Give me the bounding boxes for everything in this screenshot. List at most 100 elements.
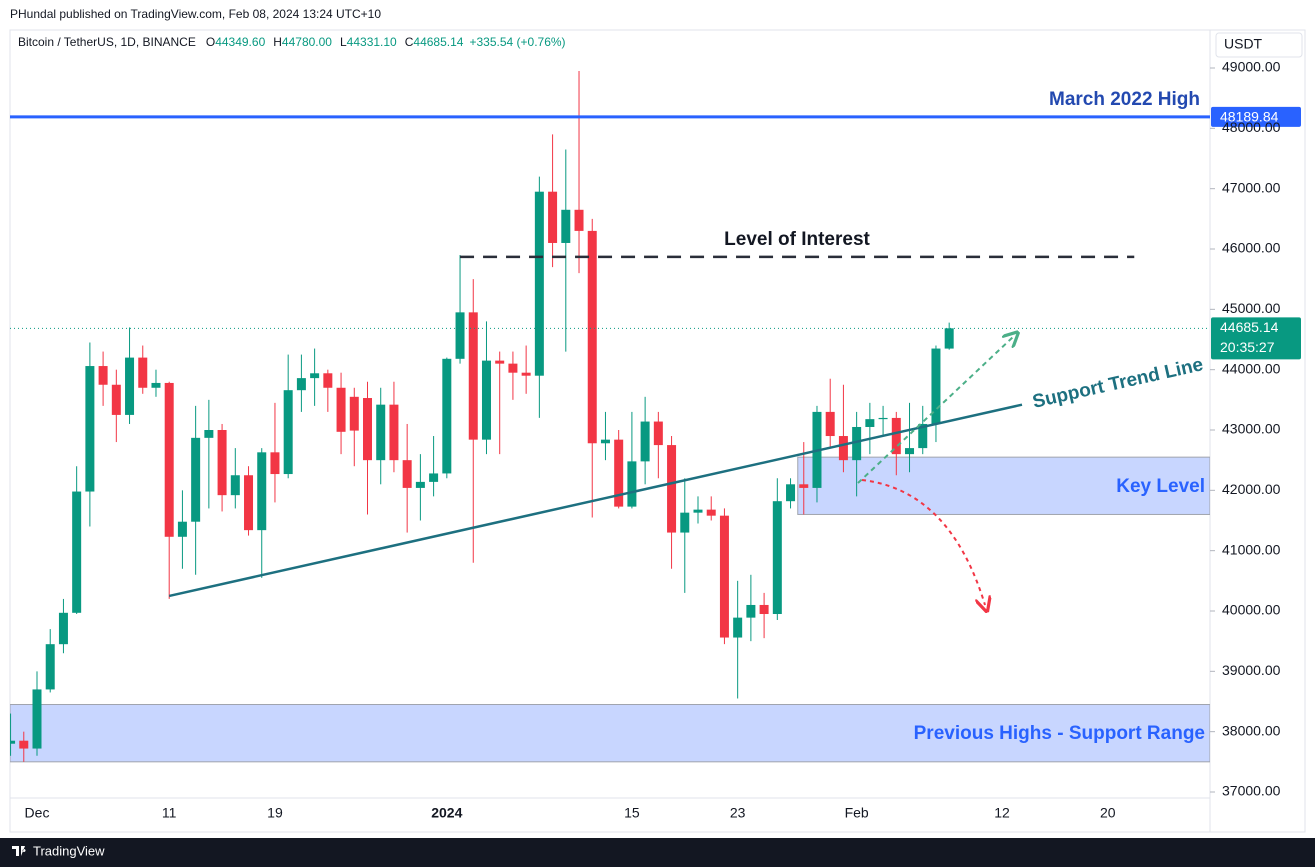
y-tick-label: 37000.00	[1222, 783, 1281, 799]
ohlc-value: 44685.14	[413, 35, 463, 49]
candle-body	[574, 209, 584, 231]
candle-body	[614, 439, 624, 507]
candle-body	[257, 452, 267, 531]
zone	[797, 456, 1210, 515]
candle-body	[653, 421, 663, 446]
candle-body	[177, 521, 187, 537]
ohlc-key: L	[340, 35, 347, 49]
y-tick-label: 47000.00	[1222, 179, 1281, 195]
y-tick-label: 43000.00	[1222, 421, 1281, 437]
candle-body	[415, 481, 425, 488]
candle-body	[164, 382, 174, 537]
candle-body	[600, 439, 610, 444]
x-tick-label: 15	[624, 805, 640, 821]
candle-body	[786, 484, 796, 502]
candle-body	[389, 404, 399, 461]
price-line-label: March 2022 High	[1049, 89, 1200, 110]
y-tick-label: 42000.00	[1222, 481, 1281, 497]
candle-body	[852, 426, 862, 461]
zone	[10, 704, 1210, 763]
candle-body	[151, 382, 161, 388]
x-tick-label: 19	[267, 805, 283, 821]
y-tick-label: 46000.00	[1222, 240, 1281, 256]
ohlc-value: 44331.10	[347, 35, 397, 49]
ohlc-key: C	[405, 35, 414, 49]
level-label: Level of Interest	[724, 229, 870, 250]
candle-body	[627, 461, 637, 507]
candle-body	[442, 358, 452, 474]
y-tick-label: 44000.00	[1222, 360, 1281, 376]
candle-body	[111, 384, 121, 415]
candle-body	[719, 515, 729, 638]
candle-body	[283, 390, 293, 475]
candle-body	[32, 689, 42, 749]
candle-body	[376, 404, 386, 461]
y-tick-label: 45000.00	[1222, 300, 1281, 316]
y-tick-label: 39000.00	[1222, 662, 1281, 678]
footer-bar	[0, 838, 1315, 867]
trend-line	[168, 403, 1023, 598]
y-tick-label: 41000.00	[1222, 541, 1281, 557]
candle-body	[587, 230, 597, 444]
candle-body	[891, 417, 901, 455]
candle-body	[481, 360, 491, 440]
ohlc-value: 44780.00	[282, 35, 332, 49]
x-tick-label: 2024	[431, 805, 462, 821]
frame	[9, 29, 1306, 833]
candle-body	[838, 436, 848, 461]
candle-body	[85, 366, 95, 492]
candle-body	[759, 604, 769, 615]
ohlc-key: H	[273, 35, 282, 49]
x-tick-label: 20	[1100, 805, 1116, 821]
candle-body	[508, 363, 518, 373]
candle-body	[918, 423, 928, 449]
symbol-legend: Bitcoin / TetherUS, 1D, BINANCE O44349.60…	[18, 35, 566, 49]
change: +335.54 (+0.76%)	[469, 35, 565, 49]
logo	[12, 846, 26, 856]
zone-label: Previous Highs - Support Range	[914, 723, 1205, 744]
candle-body	[191, 437, 201, 522]
price-badge	[1211, 106, 1301, 127]
x-tick-label: 23	[730, 805, 746, 821]
candle-body	[468, 312, 478, 440]
candle-body	[125, 357, 135, 415]
x-tick-label: Dec	[25, 805, 50, 821]
candle-body	[349, 396, 359, 431]
candle-body	[680, 512, 690, 533]
candle-body	[561, 209, 571, 243]
x-tick-label: 11	[162, 805, 177, 821]
candle-body	[931, 348, 941, 424]
candle-body	[19, 740, 29, 749]
last-price-label: 44685.14	[1220, 319, 1279, 335]
candle-body	[825, 411, 835, 437]
candle-body	[244, 475, 254, 531]
x-tick-label: Feb	[845, 805, 869, 821]
candle-body	[58, 612, 68, 645]
last-price-badge	[1211, 317, 1301, 360]
candle-body	[296, 378, 306, 391]
candle-body	[706, 509, 716, 516]
y-tick-label: 48000.00	[1222, 119, 1281, 135]
zone-label: Key Level	[1116, 476, 1205, 497]
candle-body	[521, 372, 531, 376]
candle-body	[905, 448, 915, 455]
candle-body	[772, 501, 782, 615]
candle-body	[667, 445, 677, 533]
candle-body	[270, 452, 280, 475]
candle-body	[10, 740, 16, 744]
candle-body	[455, 312, 465, 359]
plot	[10, 71, 1210, 763]
candle-body	[878, 417, 888, 420]
currency-box	[1215, 32, 1303, 58]
candle-body	[45, 644, 55, 690]
candle-body	[429, 473, 439, 482]
candle-body	[746, 604, 756, 618]
footer-brand: TradingView	[33, 843, 105, 858]
x-tick-label: 12	[994, 805, 1010, 821]
candle-body	[98, 366, 108, 385]
candle-body	[402, 460, 412, 488]
price-badge-label: 48189.84	[1220, 109, 1279, 125]
candle-body	[799, 484, 809, 488]
